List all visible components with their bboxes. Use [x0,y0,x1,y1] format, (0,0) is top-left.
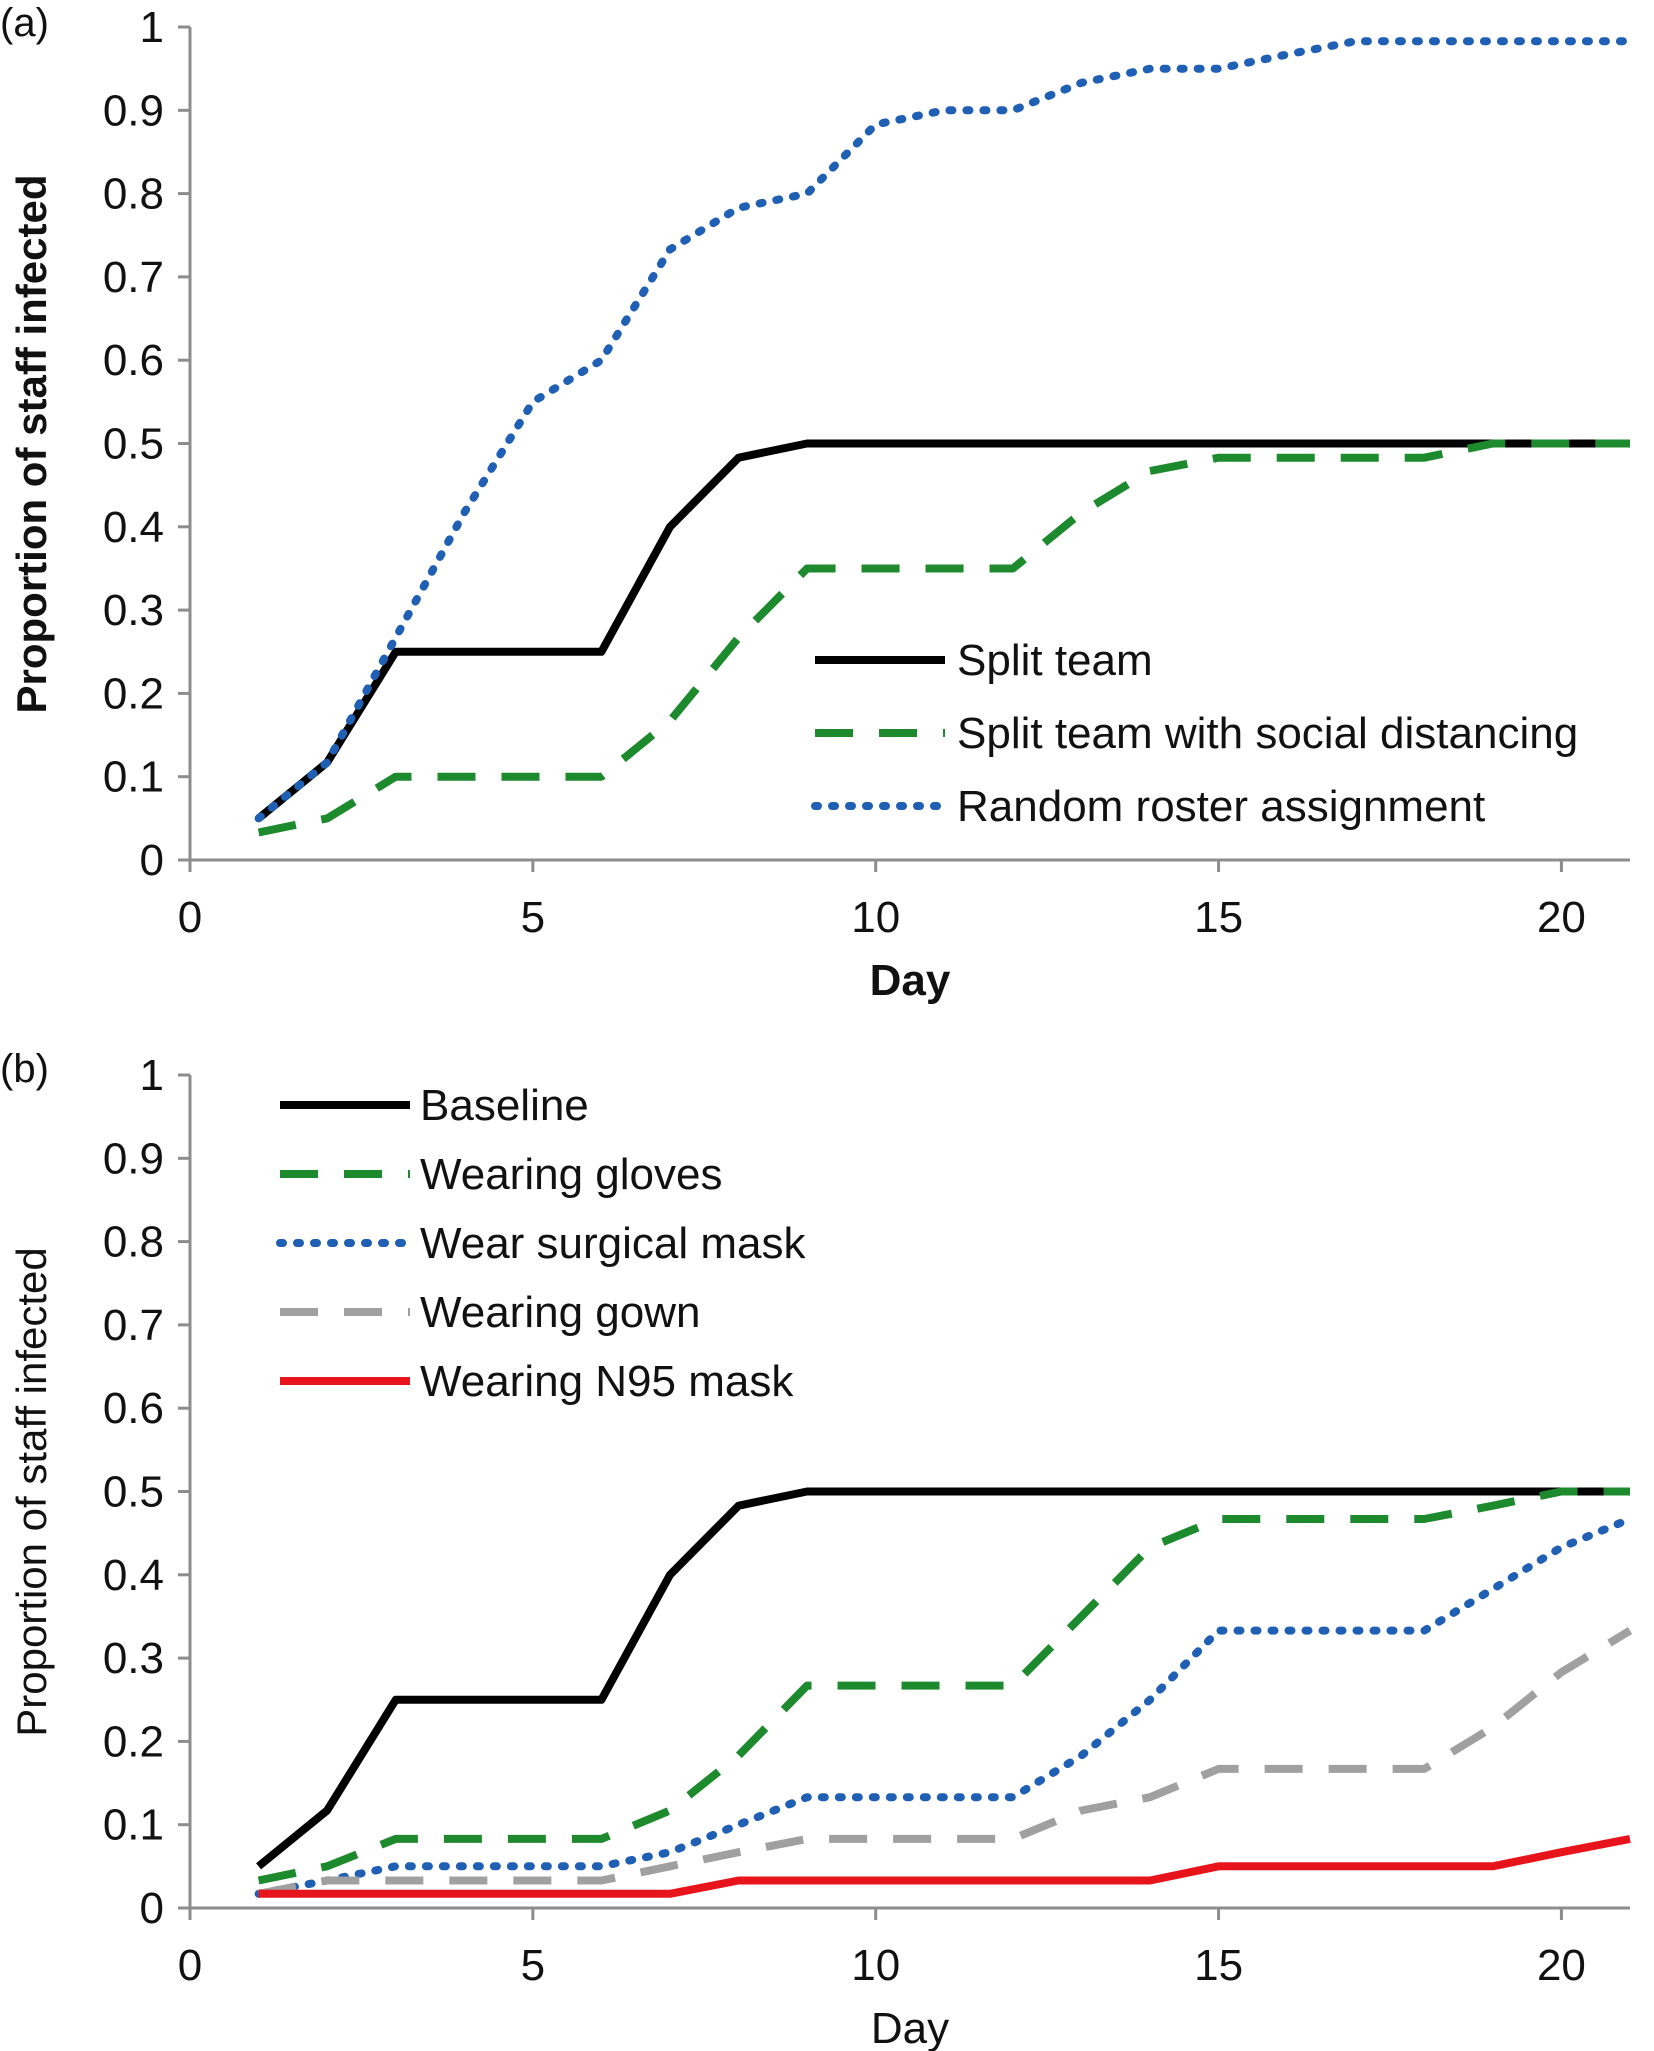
panel-a-legend-label-1: Split team with social distancing [957,709,1578,758]
panel-a-label: (a) [0,1,49,45]
panel-a-y-tick-label: 0.8 [103,170,164,219]
panel-a-y-tick-label: 0.3 [103,586,164,635]
panel-a-series-line-0 [256,439,1630,822]
panel-b-y-tick-label: 0.4 [103,1551,164,1600]
panel-b-y-tick-label: 0.5 [103,1468,164,1517]
panel-a-y-tick-label: 0.2 [103,669,164,718]
panel-b-legend-label-1: Wearing gloves [420,1150,722,1199]
panel-a-y-tick-label: 0.5 [103,420,164,469]
panel-b-legend-label-4: Wearing N95 mask [420,1357,794,1406]
panel-a-y-axis-title: Proportion of staff infected [8,175,55,714]
panel-b-series-line-3 [257,1627,1633,1898]
panel-a-chart: 00.10.20.30.40.50.60.70.80.910 5 10 15 20Day… [0,1,1634,1005]
panel-b-legend-label-2: Wear surgical mask [420,1219,807,1268]
panel-b-x-tick-label: 20 [1537,1941,1586,1990]
panel-b-series-line-1 [257,1487,1630,1885]
panel-b-y-tick-label: 0.6 [103,1384,164,1433]
panel-a-x-tick-label: 5 [521,893,545,942]
panel-b-legend-label-3: Wearing gown [420,1288,700,1337]
panel-a-y-tick-label: 0.6 [103,336,164,385]
panel-a-y-tick-label: 0 [140,836,164,885]
panel-a-y-tick-label: 1 [140,3,164,52]
panel-b-legend-label-0: Baseline [420,1081,589,1130]
panel-b-y-tick-label: 0.1 [103,1801,164,1850]
panel-b-y-tick-label: 0.8 [103,1218,164,1267]
panel-b-x-axis-title: Day [871,2004,949,2051]
panel-a-x-tick-label: 10 [851,893,900,942]
panel-b-y-tick-label: 0.9 [103,1134,164,1183]
panel-a-y-tick-label: 0.4 [103,503,164,552]
panel-a-x-tick-label: 15 [1194,893,1243,942]
panel-b-series-line-2 [254,1515,1634,1898]
panel-b-chart: 00.10.20.30.40.50.60.70.80.910 5 10 15 20Day… [0,1047,1634,2051]
panel-b-y-tick-label: 0.2 [103,1717,164,1766]
panel-b-y-tick-label: 1 [140,1051,164,1100]
panel-b-y-tick-label: 0 [140,1884,164,1933]
panel-b-x-tick-label: 15 [1194,1941,1243,1990]
panel-b-series-line-0 [256,1487,1630,1870]
panel-b-x-tick-label: 5 [521,1941,545,1990]
panel-a-x-tick-label: 0 [178,893,202,942]
panel-a-x-tick-label: 20 [1537,893,1586,942]
panel-b-y-tick-label: 0.7 [103,1301,164,1350]
panel-a-legend-label-2: Random roster assignment [957,782,1485,831]
panel-a-y-tick-label: 0.1 [103,753,164,802]
panel-a-legend-label-0: Split team [957,636,1153,685]
panel-b-y-axis-title: Proportion of staff infected [8,1247,55,1737]
panel-b-series-line-4 [258,1834,1631,1898]
panel-a-x-axis-title: Day [870,956,951,1005]
panel-a-y-tick-label: 0.9 [103,86,164,135]
panel-b-x-tick-label: 10 [851,1941,900,1990]
panel-b-y-tick-label: 0.3 [103,1634,164,1683]
panel-a-series-line-2 [254,37,1634,823]
panel-a-series-line-1 [257,439,1630,837]
panel-b-x-tick-label: 0 [178,1941,202,1990]
panel-b-label: (b) [0,1047,49,1091]
panel-a-y-tick-label: 0.7 [103,253,164,302]
